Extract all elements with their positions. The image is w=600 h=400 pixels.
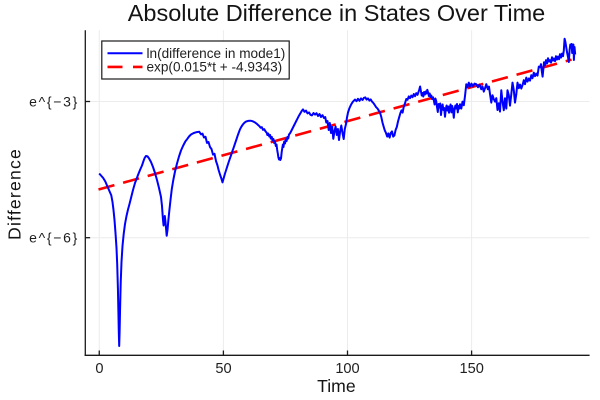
svg-text:exp(0.015*t + -4.9343): exp(0.015*t + -4.9343) <box>147 60 283 75</box>
svg-text:e^{−6}: e^{−6} <box>29 230 79 246</box>
svg-text:Time: Time <box>317 376 355 396</box>
svg-text:0: 0 <box>95 361 103 377</box>
svg-text:100: 100 <box>335 361 359 377</box>
svg-text:ln(difference in mode1): ln(difference in mode1) <box>147 46 286 61</box>
svg-text:50: 50 <box>215 361 231 377</box>
svg-text:Difference: Difference <box>5 148 25 240</box>
svg-text:Absolute Difference in States: Absolute Difference in States Over Time <box>128 0 546 26</box>
svg-text:e^{−3}: e^{−3} <box>29 94 79 110</box>
svg-text:150: 150 <box>460 361 484 377</box>
